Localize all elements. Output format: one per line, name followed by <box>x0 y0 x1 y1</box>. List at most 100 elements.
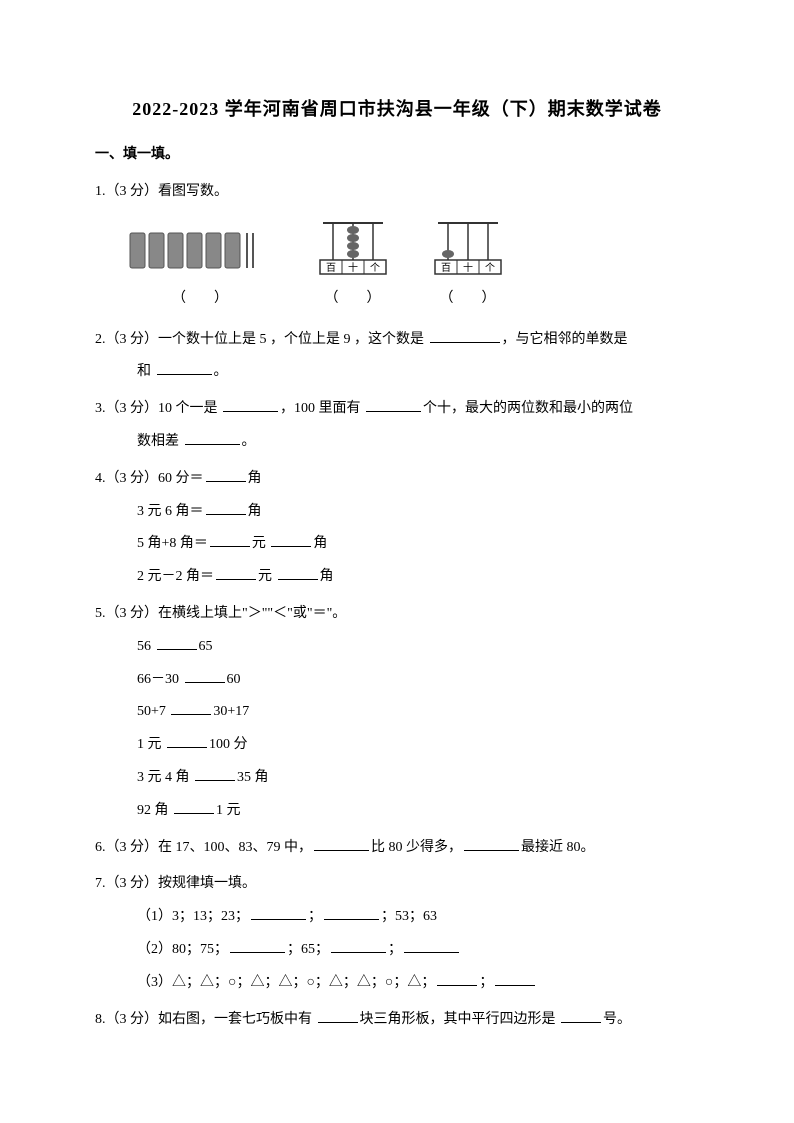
q8-b: 块三角形板，其中平行四边形是 <box>360 1012 560 1027</box>
q1-blank-1: （ ） <box>172 284 228 315</box>
q7-l1a: （1）3；13；23； <box>137 909 249 924</box>
question-6: 6.（3 分）在 17、100、83、79 中， 比 80 少得多， 最接近 80。 <box>95 833 699 864</box>
q7-l3b: ； <box>479 975 493 990</box>
fill-blank[interactable] <box>216 564 256 580</box>
question-8: 8.（3 分）如右图，一套七巧板中有 块三角形板，其中平行四边形是 号。 <box>95 1005 699 1036</box>
q5-l3a: 50+7 <box>137 704 169 719</box>
q7-l3a: （3）△；△；○；△；△；○；△；△；○；△； <box>137 975 435 990</box>
q1-images: （ ） 百 十 个 （ ） <box>125 218 699 315</box>
fill-blank[interactable] <box>271 531 311 547</box>
question-7: 7.（3 分）按规律填一填。 （1）3；13；23； ； ；53；63 （2）80；… <box>95 869 699 998</box>
q5-l2a: 66－30 <box>137 672 183 687</box>
fill-blank[interactable] <box>366 396 421 412</box>
q5-l4a: 1 元 <box>137 737 165 752</box>
svg-text:十: 十 <box>463 261 473 274</box>
fill-blank[interactable] <box>495 970 535 986</box>
svg-text:百: 百 <box>441 262 451 274</box>
q4-l3b: 元 <box>252 536 270 551</box>
q1-image-1: （ ） <box>125 223 275 315</box>
q6-c: 最接近 80。 <box>521 840 595 855</box>
q5-l5b: 35 角 <box>237 770 269 785</box>
exam-title: 2022-2023 学年河南省周口市扶沟县一年级（下）期末数学试卷 <box>95 95 699 121</box>
q1-text: 1.（3 分）看图写数。 <box>95 177 699 208</box>
fill-blank[interactable] <box>174 798 214 814</box>
svg-text:个: 个 <box>370 262 380 274</box>
abacus-icon: 百 十 个 <box>430 218 505 278</box>
q5-l2b: 60 <box>227 672 241 687</box>
fill-blank[interactable] <box>157 634 197 650</box>
q5-head: 5.（3 分）在横线上填上"＞""＜"或"＝"。 <box>95 599 699 630</box>
fill-blank[interactable] <box>206 499 246 515</box>
fill-blank[interactable] <box>185 429 240 445</box>
fill-blank[interactable] <box>464 835 519 851</box>
q4-l3c: 角 <box>313 536 327 551</box>
q4-l3a: 5 角+8 角＝ <box>137 536 208 551</box>
fill-blank[interactable] <box>324 904 379 920</box>
q7-l2b: ；65； <box>287 942 329 957</box>
fill-blank[interactable] <box>223 396 278 412</box>
fill-blank[interactable] <box>185 667 225 683</box>
q5-l1a: 56 <box>137 639 155 654</box>
question-4: 4.（3 分）60 分＝ 角 3 元 6 角＝ 角 5 角+8 角＝ 元 角 2 元－… <box>95 464 699 593</box>
fill-blank[interactable] <box>318 1007 358 1023</box>
abacus-icon: 百 十 个 <box>315 218 390 278</box>
q7-l2a: （2）80；75； <box>137 942 228 957</box>
q5-l5a: 3 元 4 角 <box>137 770 193 785</box>
fill-blank[interactable] <box>437 970 477 986</box>
fill-blank[interactable] <box>278 564 318 580</box>
q2-text-3: 和 <box>137 364 155 379</box>
q7-l1c: ；53；63 <box>381 909 437 924</box>
q5-l6a: 92 角 <box>137 803 172 818</box>
q5-l1b: 65 <box>199 639 213 654</box>
fill-blank[interactable] <box>404 937 459 953</box>
fill-blank[interactable] <box>206 466 246 482</box>
fill-blank[interactable] <box>331 937 386 953</box>
q8-a: 8.（3 分）如右图，一套七巧板中有 <box>95 1012 316 1027</box>
q8-c: 号。 <box>603 1012 631 1027</box>
q3-text-4: 数相差 <box>137 434 183 449</box>
q4-l4c: 角 <box>320 569 334 584</box>
q5-l3b: 30+17 <box>213 704 249 719</box>
q1-image-3: 百 十 个 （ ） <box>430 218 505 315</box>
q7-l1b: ； <box>308 909 322 924</box>
fill-blank[interactable] <box>157 359 212 375</box>
q4-l4b: 元 <box>258 569 276 584</box>
fill-blank[interactable] <box>195 765 235 781</box>
question-3: 3.（3 分）10 个一是 ，100 里面有 个十，最大的两位数和最小的两位 数… <box>95 394 699 458</box>
svg-text:十: 十 <box>348 261 358 274</box>
counting-sticks-icon <box>125 223 275 278</box>
svg-text:百: 百 <box>326 262 336 274</box>
q7-head: 7.（3 分）按规律填一填。 <box>95 869 699 900</box>
fill-blank[interactable] <box>171 699 211 715</box>
fill-blank[interactable] <box>314 835 369 851</box>
q6-a: 6.（3 分）在 17、100、83、79 中， <box>95 840 312 855</box>
question-5: 5.（3 分）在横线上填上"＞""＜"或"＝"。 56 65 66－30 60 … <box>95 599 699 827</box>
q3-text-1: 3.（3 分）10 个一是 <box>95 401 221 416</box>
fill-blank[interactable] <box>251 904 306 920</box>
q5-l6b: 1 元 <box>216 803 241 818</box>
q5-l4b: 100 分 <box>209 737 248 752</box>
q4-l4a: 2 元－2 角＝ <box>137 569 214 584</box>
q1-blank-3: （ ） <box>440 284 496 315</box>
section-1-header: 一、填一填。 <box>95 143 699 163</box>
question-1: 1.（3 分）看图写数。 （ ） <box>95 177 699 315</box>
q1-blank-2: （ ） <box>325 284 381 315</box>
fill-blank[interactable] <box>561 1007 601 1023</box>
fill-blank[interactable] <box>430 327 500 343</box>
q4-l2a: 3 元 6 角＝ <box>137 504 204 519</box>
q4-head: 4.（3 分）60 分＝ <box>95 471 204 486</box>
fill-blank[interactable] <box>167 732 207 748</box>
q2-text-2: ，与它相邻的单数是 <box>502 332 628 347</box>
q6-b: 比 80 少得多， <box>371 840 462 855</box>
q2-text-1: 2.（3 分）一个数十位上是 5 ，个位上是 9 ，这个数是 <box>95 332 428 347</box>
svg-text:个: 个 <box>485 262 495 274</box>
question-2: 2.（3 分）一个数十位上是 5 ，个位上是 9 ，这个数是 ，与它相邻的单数是… <box>95 325 699 389</box>
q1-image-2: 百 十 个 （ ） <box>315 218 390 315</box>
fill-blank[interactable] <box>210 531 250 547</box>
q3-text-2: ，100 里面有 <box>280 401 364 416</box>
q3-text-5: 。 <box>242 434 256 449</box>
q4-head-suffix: 角 <box>248 471 262 486</box>
q7-l2c: ； <box>388 942 402 957</box>
q2-text-4: 。 <box>214 364 228 379</box>
fill-blank[interactable] <box>230 937 285 953</box>
